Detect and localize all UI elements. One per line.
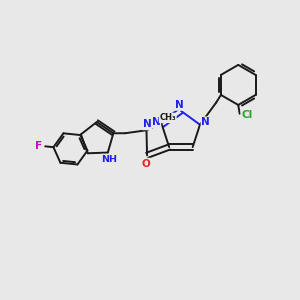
Text: F: F	[35, 141, 42, 151]
Text: CH₃: CH₃	[159, 113, 176, 122]
Text: O: O	[141, 158, 150, 169]
Text: N: N	[152, 117, 160, 127]
Text: N: N	[143, 119, 152, 129]
Text: Cl: Cl	[242, 110, 253, 120]
Text: N: N	[202, 117, 210, 127]
Text: N: N	[175, 100, 184, 110]
Text: NH: NH	[101, 154, 117, 164]
